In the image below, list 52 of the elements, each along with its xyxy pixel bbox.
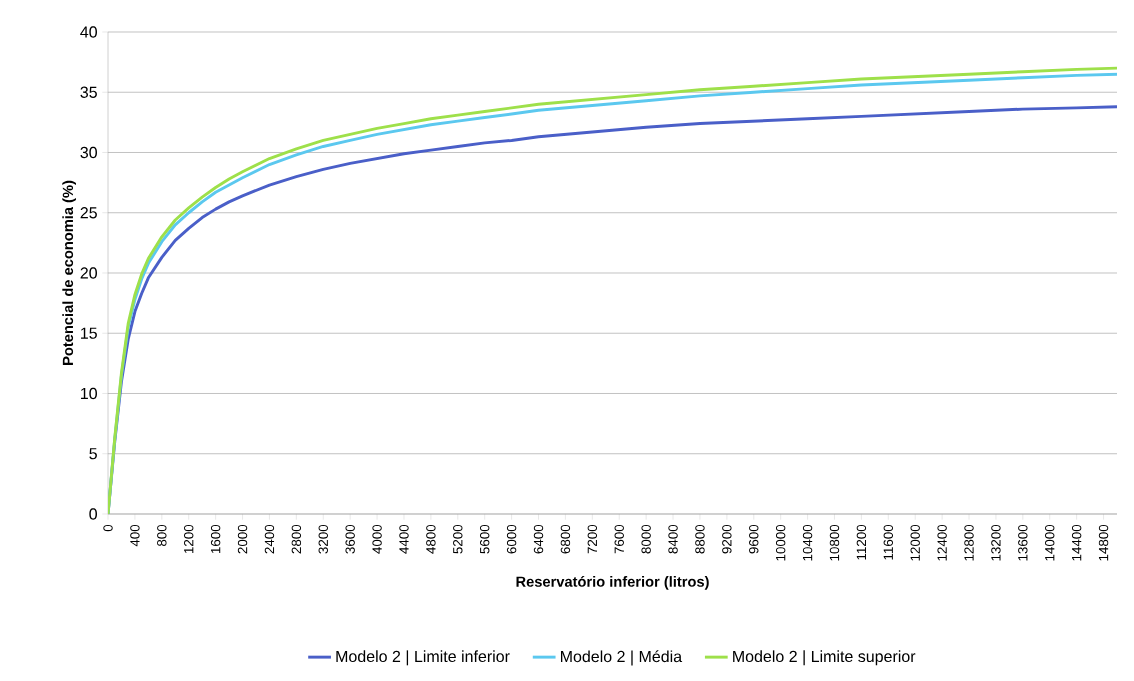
x-tick-label: 14000: [1045, 524, 1055, 561]
x-tick-label: 6400: [533, 524, 544, 554]
y-tick-label: 30: [80, 146, 97, 159]
x-tick-label: 10000: [775, 524, 786, 561]
x-tick-label: 5600: [479, 524, 490, 554]
y-axis-title: Potencial de economia (%): [62, 180, 76, 365]
x-axis-title: Reservatório inferior (litros): [516, 575, 709, 590]
x-tick-label: 1600: [210, 524, 221, 554]
x-tick-label: 14400: [1071, 524, 1082, 561]
x-tick-label: 5200: [453, 524, 463, 554]
x-tick-label: 11200: [856, 524, 867, 560]
x-tick-label: 13200: [991, 524, 1001, 561]
x-tick-label: 8400: [668, 524, 678, 554]
legend-label: Modelo 2 | Limite superior: [733, 650, 916, 666]
x-tick-label: 7200: [587, 524, 598, 554]
x-tick-label: 2000: [237, 524, 248, 554]
x-tick-label: 7600: [614, 524, 624, 554]
x-tick-label: 9600: [749, 524, 759, 554]
x-tick-label: 2800: [291, 524, 302, 554]
x-tick-label: 14800: [1098, 524, 1109, 561]
x-tick-label: 3200: [318, 524, 328, 554]
y-tick-label: 10: [81, 387, 97, 400]
x-tick-label: 13600: [1018, 524, 1028, 561]
x-tick-label: 12400: [937, 524, 947, 561]
x-tick-label: 6800: [560, 524, 571, 554]
x-tick-label: 2400: [264, 524, 275, 554]
y-tick-label: 0: [89, 508, 97, 520]
legend-label: Modelo 2 | Média: [561, 650, 683, 666]
x-tick-label: 3600: [345, 524, 355, 554]
x-tick-label: 1200: [184, 524, 194, 554]
x-tick-label: 8000: [641, 524, 651, 554]
y-tick-label: 5: [89, 448, 97, 460]
x-tick-label: 9200: [722, 524, 732, 554]
x-tick-label: 10400: [802, 524, 813, 561]
x-tick-label: 400: [130, 524, 140, 547]
x-tick-label: 4800: [426, 524, 436, 554]
x-tick-label: 12000: [910, 524, 920, 561]
y-tick-label: 25: [80, 207, 97, 219]
x-tick-label: 800: [157, 524, 167, 547]
x-tick-label: 0: [103, 524, 113, 532]
x-tick-label: 8800: [695, 524, 705, 554]
x-tick-label: 10800: [829, 524, 840, 561]
x-tick-label: 12800: [964, 524, 974, 561]
y-tick-label: 15: [81, 327, 97, 339]
y-tick-label: 35: [80, 86, 97, 98]
x-tick-label: 4000: [372, 524, 382, 554]
x-tick-label: 4400: [399, 524, 409, 554]
legend-label: Modelo 2 | Limite inferior: [336, 650, 510, 666]
y-tick-label: 20: [80, 267, 97, 279]
x-tick-label: 11600: [883, 524, 894, 560]
x-tick-label: 6000: [506, 524, 517, 554]
y-tick-label: 40: [80, 26, 97, 38]
